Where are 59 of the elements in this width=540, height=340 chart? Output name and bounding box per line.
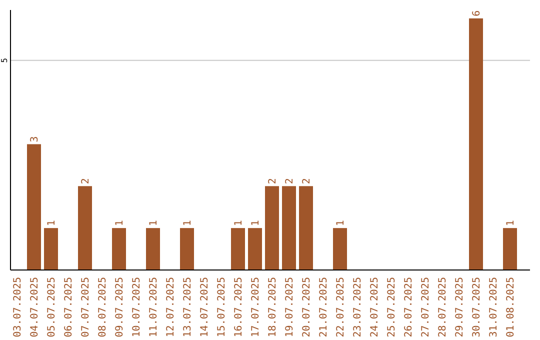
- bar: [180, 228, 194, 270]
- data-label: 2: [268, 178, 278, 184]
- data-label: 2: [302, 178, 312, 184]
- data-label: 1: [114, 220, 126, 226]
- data-label: 1: [250, 220, 262, 226]
- x-tick-label: 29.07.2025: [454, 277, 466, 338]
- data-label: 6: [472, 10, 482, 16]
- bar: [282, 186, 296, 270]
- bar: [299, 186, 313, 270]
- data-label: 1: [506, 220, 516, 226]
- x-tick-label: 10.07.2025: [132, 277, 142, 338]
- data-label: 3: [30, 136, 40, 142]
- x-tick-label: 18.07.2025: [268, 277, 278, 338]
- x-tick-label: 19.07.2025: [284, 277, 296, 338]
- x-tick-label: 04.07.2025: [30, 277, 40, 338]
- data-label: 1: [234, 220, 244, 226]
- x-tick-label: 31.07.2025: [488, 277, 500, 338]
- data-label: 1: [148, 220, 160, 226]
- x-tick-label: 20.07.2025: [302, 277, 312, 338]
- bar: [333, 228, 347, 270]
- x-tick-label: 14.07.2025: [200, 277, 210, 338]
- x-tick-label: 30.07.2025: [472, 277, 482, 338]
- x-tick-label: 22.07.2025: [336, 277, 346, 338]
- x-tick-label: 09.07.2025: [114, 277, 126, 338]
- x-tick-label: 16.07.2025: [234, 277, 244, 338]
- x-tick-label: 11.07.2025: [148, 277, 160, 338]
- bar: [44, 228, 58, 270]
- bar: [503, 228, 517, 270]
- x-tick-label: 05.07.2025: [46, 277, 58, 338]
- bar: [146, 228, 160, 270]
- x-tick-label: 21.07.2025: [318, 277, 330, 338]
- x-tick-label: 25.07.2025: [386, 277, 398, 338]
- bar: [231, 228, 245, 270]
- x-tick-label: 13.07.2025: [182, 277, 194, 338]
- bar: [27, 144, 41, 270]
- bar: [469, 18, 483, 270]
- data-label: 1: [182, 220, 194, 226]
- x-tick-label: 07.07.2025: [80, 277, 92, 338]
- data-label: 1: [336, 220, 346, 226]
- x-tick-label: 23.07.2025: [352, 277, 364, 338]
- x-tick-label: 17.07.2025: [250, 277, 262, 338]
- bar: [265, 186, 279, 270]
- x-tick-label: 12.07.2025: [166, 277, 176, 338]
- data-label: 2: [80, 178, 92, 184]
- x-tick-label: 08.07.2025: [98, 277, 108, 338]
- x-tick-label: 27.07.2025: [420, 277, 432, 338]
- x-tick-label: 24.07.2025: [370, 277, 380, 338]
- data-label: 2: [284, 178, 296, 184]
- bar: [112, 228, 126, 270]
- x-tick-label: 28.07.2025: [438, 277, 448, 338]
- x-tick-label: 03.07.2025: [12, 277, 24, 338]
- data-label: 1: [46, 220, 58, 226]
- y-tick-label: 5: [0, 58, 9, 63]
- bar: [78, 186, 92, 270]
- x-tick-label: 15.07.2025: [216, 277, 228, 338]
- x-tick-label: 26.07.2025: [404, 277, 414, 338]
- x-tick-label: 01.08.2025: [506, 277, 516, 338]
- bar: [248, 228, 262, 270]
- x-tick-label: 06.07.2025: [64, 277, 74, 338]
